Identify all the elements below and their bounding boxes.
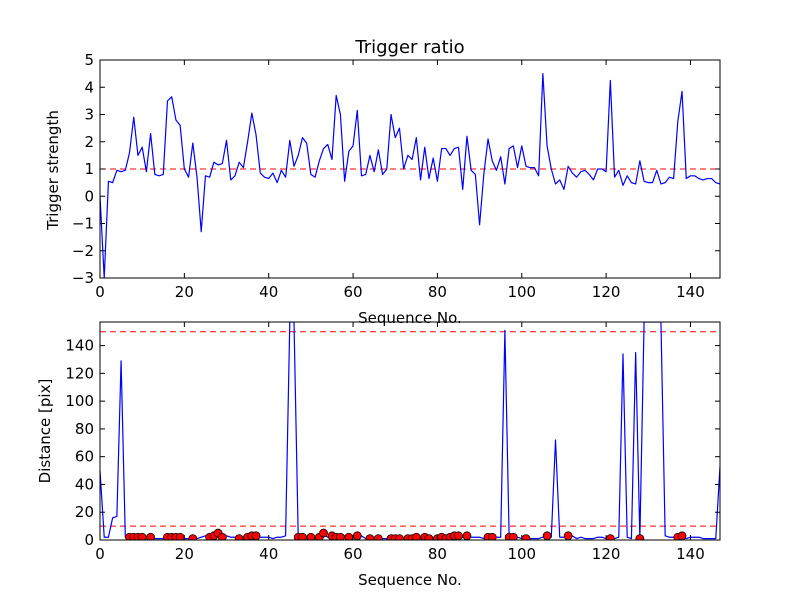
data-point-marker [234, 534, 244, 540]
x-tick-label: 20 [175, 545, 194, 563]
data-point-marker [411, 532, 421, 540]
data-point-marker [298, 532, 307, 540]
y-tick-label: 1 [84, 160, 94, 178]
data-point-marker [217, 532, 227, 540]
y-tick-label: 4 [84, 78, 94, 96]
data-point-marker [462, 531, 472, 540]
y-tick-label: 100 [65, 392, 94, 410]
data-point-marker [395, 534, 404, 540]
x-tick-label: 80 [428, 545, 447, 563]
data-point-marker [635, 534, 645, 540]
plot-frame [99, 321, 721, 541]
plot-area [100, 73, 720, 278]
x-tick-label: 0 [95, 283, 105, 301]
x-tick-label: 40 [259, 283, 278, 301]
data-point-marker [365, 534, 375, 540]
data-point-marker [487, 532, 497, 540]
x-tick-label: 100 [507, 283, 536, 301]
y-tick-label: 5 [84, 51, 94, 69]
x-tick-label: 60 [344, 545, 363, 563]
data-point-marker [146, 532, 156, 540]
data-point-marker [336, 532, 345, 540]
x-axis-label: Sequence No. [358, 309, 462, 327]
y-tick-label: −1 [72, 215, 94, 233]
x-tick-label: 120 [592, 545, 621, 563]
x-tick-label: 120 [592, 283, 621, 301]
x-tick-label: 80 [428, 283, 447, 301]
data-point-marker [605, 534, 615, 540]
chart-title: Trigger ratio [354, 37, 464, 58]
y-tick-label: 80 [75, 420, 94, 438]
x-tick-label: 0 [95, 545, 105, 563]
data-point-marker [563, 531, 573, 540]
data-point-marker [137, 532, 147, 540]
data-point-marker [508, 532, 518, 540]
data-point-marker [677, 531, 687, 540]
y-tick-label: 60 [75, 448, 94, 466]
data-point-marker [188, 534, 198, 540]
data-point-marker [542, 531, 552, 540]
y-tick-label: 20 [75, 503, 94, 521]
x-tick-label: 40 [259, 545, 278, 563]
y-tick-label: 140 [65, 337, 94, 355]
x-tick-label: 60 [344, 283, 363, 301]
y-tick-label: 3 [84, 106, 94, 124]
series-line [100, 73, 720, 278]
x-tick-label: 20 [175, 283, 194, 301]
x-tick-label: 140 [676, 545, 705, 563]
data-point-marker [352, 531, 362, 540]
data-point-marker [454, 531, 463, 540]
tick-group: 0 20 40 60 80 100 120 140 0 20 40 60 80 100 120 140 [65, 322, 720, 563]
y-tick-label: −3 [72, 269, 94, 287]
data-point-marker [306, 532, 316, 540]
x-tick-label: 100 [507, 545, 536, 563]
y-axis-label: Trigger strength [44, 110, 62, 231]
plot-area [100, 322, 720, 540]
data-point-marker [319, 528, 328, 538]
plot-clip [100, 322, 720, 540]
y-axis-label: Distance [pix] [36, 379, 54, 484]
tick-group: 0 20 40 60 80 100 120 140 −3 −2 −1 0 1 2 3 4 5 [72, 51, 720, 301]
data-point-marker [251, 531, 261, 540]
data-point-marker [373, 534, 383, 540]
data-point-marker [521, 534, 531, 540]
y-tick-label: 120 [65, 364, 94, 382]
series-line [100, 322, 720, 540]
trigger-ratio-chart: Trigger ratio 0 20 40 60 80 100 120 140 −3 −2 −1 0 1… [44, 37, 721, 327]
plot-clip [100, 73, 720, 278]
y-tick-label: −2 [72, 242, 94, 260]
data-point-marker [424, 534, 434, 540]
x-tick-label: 140 [676, 283, 705, 301]
y-tick-label: 2 [84, 133, 94, 151]
y-tick-label: 0 [84, 187, 94, 205]
distance-chart: 0 20 40 60 80 100 120 140 0 20 40 60 80 100 120 140 Seq… [36, 321, 721, 589]
y-tick-label: 0 [84, 531, 94, 549]
x-axis-label: Sequence No. [358, 571, 462, 589]
y-tick-label: 40 [75, 475, 94, 493]
